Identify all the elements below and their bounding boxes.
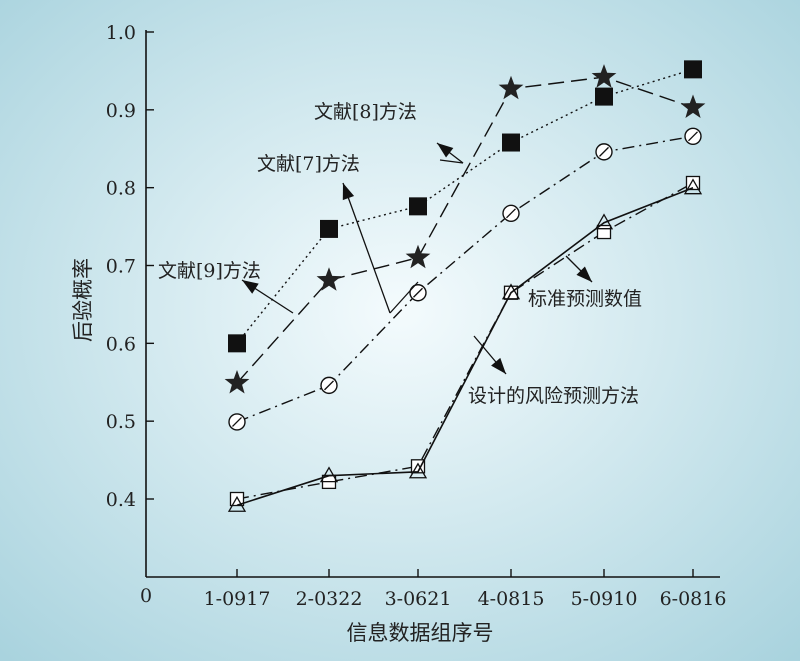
series-line: [236, 68, 694, 344]
series-3: [228, 127, 702, 431]
data-point-filled-square: [409, 197, 427, 216]
x-axis-title: 信息数据组序号: [347, 621, 494, 645]
data-point-filled-square: [684, 60, 702, 79]
annotation-leader: [439, 159, 464, 164]
arrow-head: [437, 143, 454, 158]
data-point-star: [405, 244, 431, 269]
x-tick-label: 5-0910: [571, 588, 638, 610]
data-point-open-square: [596, 224, 612, 240]
series-line: [236, 182, 694, 500]
data-point-filled-square: [595, 87, 613, 106]
y-tick-label: 0.8: [106, 178, 136, 200]
annotation-1: 文献[8]方法: [314, 101, 464, 164]
x-tick-label: 2-0322: [296, 588, 363, 610]
arrow-head: [342, 183, 355, 201]
series-line: [236, 76, 694, 384]
data-point-filled-square: [320, 219, 338, 238]
y-tick-label: 1.0: [106, 22, 136, 44]
y-tick-label: 0.6: [106, 333, 136, 355]
data-point-slashed-circle: [595, 143, 613, 161]
annotation-label: 文献[7]方法: [257, 153, 360, 175]
annotation-label: 标准预测数值: [528, 288, 642, 310]
series-line: [236, 135, 694, 423]
data-point-star: [316, 267, 342, 291]
series-2: [224, 64, 706, 394]
data-point-star: [680, 94, 706, 118]
annotation-3: 文献[9]方法: [158, 260, 294, 314]
data-point-open-triangle: [683, 178, 703, 195]
data-point-star: [591, 64, 617, 88]
data-point-star: [224, 370, 250, 394]
series-5: [227, 178, 703, 512]
data-point-slashed-circle: [228, 413, 246, 431]
y-axis-title: 后验概率: [71, 258, 95, 342]
y-tick-label: 0.4: [106, 489, 136, 511]
annotation-arrow-line: [342, 182, 391, 314]
data-point-open-triangle: [594, 213, 614, 230]
annotation-label: 文献[9]方法: [158, 260, 261, 282]
x-tick-label: 1-0917: [204, 588, 271, 610]
series-layer: [224, 60, 706, 512]
data-point-slashed-circle: [409, 284, 427, 302]
data-point-open-triangle: [408, 462, 428, 479]
data-point-open-triangle: [501, 283, 521, 300]
series-line: [236, 186, 694, 506]
axes: 0.4 0.5 0.6 0.7 0.8 0.9 1.0 1-0917 2-0322 3-0621 4…: [106, 22, 727, 610]
origin-label: 0: [140, 585, 152, 607]
data-point-filled-square: [502, 133, 520, 152]
y-tick-label: 0.5: [106, 411, 136, 433]
arrow-head: [576, 266, 592, 282]
data-point-slashed-circle: [684, 127, 702, 145]
annotation-2: 文献[7]方法: [257, 153, 419, 314]
data-point-filled-square: [228, 334, 246, 353]
arrow-head: [491, 357, 506, 374]
y-tick-label: 0.7: [106, 256, 136, 278]
series-1: [228, 60, 702, 353]
annotation-label: 设计的风险预测方法: [468, 385, 639, 407]
annotation-label: 文献[8]方法: [314, 101, 417, 123]
data-point-slashed-circle: [502, 204, 520, 223]
y-tick-label: 0.9: [106, 100, 136, 122]
annotation-leader: [389, 281, 419, 314]
data-point-open-triangle: [319, 466, 339, 483]
data-point-slashed-circle: [320, 376, 338, 395]
data-point-open-triangle: [227, 495, 247, 512]
x-tick-label: 4-0815: [478, 588, 545, 610]
data-point-star: [498, 75, 524, 100]
annotation-5: 设计的风险预测方法: [468, 335, 639, 407]
arrow-head: [242, 280, 259, 294]
x-tick-label: 3-0621: [385, 588, 452, 610]
x-tick-label: 6-0816: [660, 588, 727, 610]
annotation-4: 标准预测数值: [528, 255, 642, 310]
